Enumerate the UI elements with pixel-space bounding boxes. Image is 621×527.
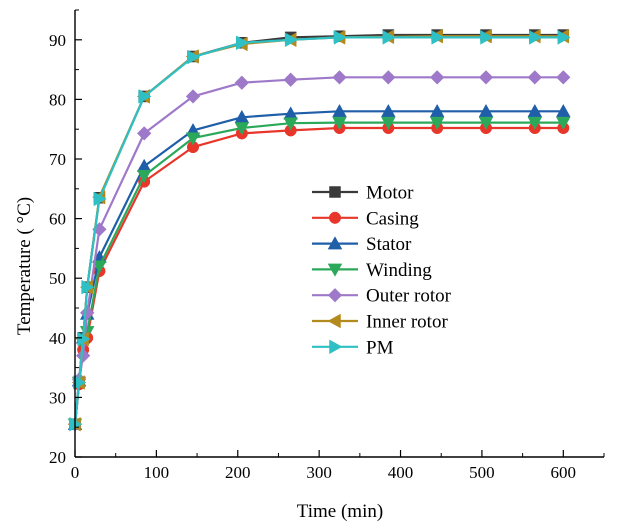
data-point (478, 116, 494, 131)
data-point (381, 103, 396, 118)
y-tick-label: 20 (49, 448, 66, 467)
data-point (81, 279, 95, 295)
legend-label: Stator (366, 234, 412, 255)
x-tick-label: 400 (388, 463, 414, 482)
legend-swatch-marker (327, 313, 341, 329)
y-tick-label: 80 (49, 90, 66, 109)
series-pm (69, 30, 571, 432)
data-point (429, 70, 445, 85)
data-point (429, 103, 445, 118)
x-tick-label: 200 (225, 463, 251, 482)
x-tick-label: 600 (551, 463, 577, 482)
data-point (529, 30, 543, 45)
data-point (234, 75, 250, 90)
legend-item: Inner rotor (312, 312, 448, 333)
data-point (283, 117, 298, 131)
data-point (92, 260, 107, 274)
data-point (138, 89, 152, 104)
legend-item: Stator (312, 234, 412, 255)
legend-swatch-marker (327, 236, 343, 250)
data-point (381, 70, 396, 85)
legend-swatch-marker (328, 211, 342, 224)
legend-item: PM (312, 337, 394, 358)
legend-label: Inner rotor (366, 312, 448, 333)
data-point (556, 103, 571, 118)
legend-label: Winding (366, 260, 432, 281)
data-point (136, 169, 152, 184)
data-point (557, 30, 571, 45)
data-point (332, 70, 347, 85)
legend-label: Motor (366, 183, 414, 204)
legend: Motor Casing Stator Winding Outer rotor Inner… (312, 183, 452, 358)
data-point (234, 122, 250, 136)
legend-swatch-marker (327, 287, 343, 303)
x-tick-label: 500 (469, 463, 495, 482)
data-point (527, 70, 543, 85)
series-stator (67, 103, 571, 430)
x-axis-title: Time (min) (297, 501, 383, 522)
y-tick-label: 70 (49, 150, 66, 169)
data-point (480, 30, 494, 45)
series-motor (69, 29, 570, 430)
data-point (429, 116, 445, 131)
series-line (73, 110, 564, 425)
data-point (556, 116, 571, 131)
data-point (283, 72, 298, 87)
legend-label: PM (366, 337, 394, 358)
data-point (478, 103, 494, 118)
data-point (77, 331, 91, 347)
data-point (185, 132, 201, 146)
data-point (93, 191, 107, 207)
y-tick-label: 50 (49, 269, 66, 288)
x-tick-label: 0 (71, 463, 80, 482)
y-tick-label: 60 (49, 210, 66, 229)
x-tick-label: 100 (144, 463, 170, 482)
series-inner-rotor (67, 28, 570, 432)
data-point (187, 49, 201, 65)
data-point (236, 35, 250, 51)
data-point (136, 158, 152, 172)
y-tick-label: 90 (49, 31, 66, 50)
legend-item: Motor (312, 183, 414, 204)
data-point (75, 348, 91, 363)
data-point (185, 89, 201, 104)
plot-area (67, 28, 571, 432)
legend-swatch-marker (329, 339, 343, 355)
legend-swatch-marker (327, 263, 343, 277)
axes: 0 100 200 300 400 500 600 20 30 40 50 60 70 80 90 (49, 9, 605, 482)
legend-label: Outer rotor (366, 286, 452, 307)
data-point (382, 30, 396, 45)
data-point (332, 116, 347, 131)
y-tick-label: 30 (49, 388, 66, 407)
legend-item: Outer rotor (312, 286, 452, 307)
data-point (527, 116, 543, 131)
data-point (333, 30, 347, 45)
data-point (284, 32, 299, 48)
series-outer-rotor (67, 70, 571, 432)
legend-item: Casing (312, 208, 419, 229)
data-point (527, 103, 543, 118)
y-tick-label: 40 (49, 329, 66, 348)
data-point (332, 103, 347, 118)
data-point (73, 375, 87, 390)
data-point (478, 70, 494, 85)
data-point (431, 30, 445, 45)
data-point (381, 116, 396, 131)
legend-label: Casing (366, 208, 419, 229)
data-point (79, 305, 95, 320)
data-point (136, 126, 152, 141)
data-point (556, 70, 571, 85)
legend-swatch-marker (329, 186, 341, 198)
x-tick-label: 300 (306, 463, 332, 482)
y-axis-title: Temperature ( °C) (14, 197, 35, 335)
legend-item: Winding (312, 260, 432, 281)
